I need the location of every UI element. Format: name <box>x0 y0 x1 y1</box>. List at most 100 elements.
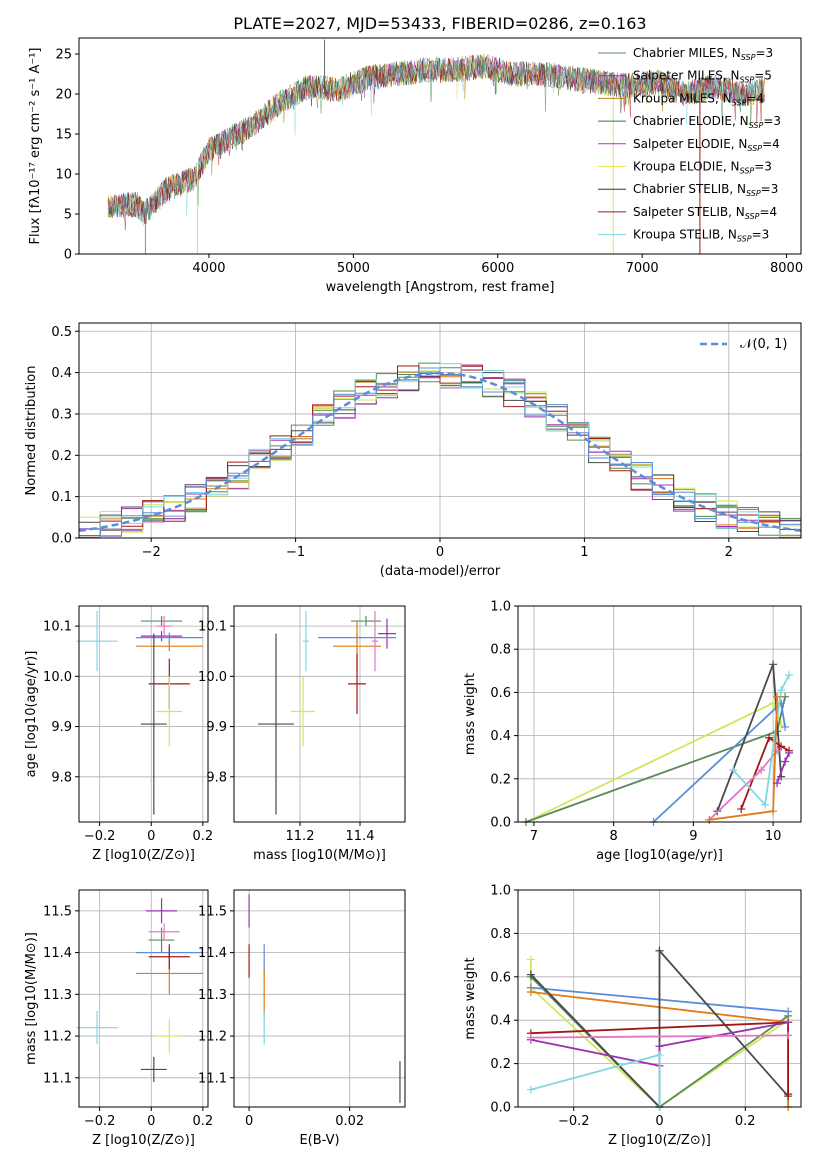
y-tick-label: 0.2 <box>490 772 511 787</box>
weight-marker <box>781 722 790 731</box>
spectrum-line <box>107 53 765 226</box>
x-tick-label: 9 <box>689 829 697 844</box>
y-tick-label: 0.3 <box>51 407 72 422</box>
axes-frame <box>517 889 802 1108</box>
x-axis-label: Z [log10(Z/Z⊙)] <box>92 1133 195 1148</box>
panel-mass-vs-Z: −0.2 0 0.2 11.1 11.2 11.3 11.4 11.5 Z [log10(Z/Z… <box>24 889 213 1148</box>
panel-weight-vs-age: 7 8 9 10 0.0 0.2 0.4 0.6 0.8 1.0 age [log10(age/yr… <box>463 600 802 863</box>
y-tick-label: 5 <box>64 208 72 223</box>
y-tick-label: 11.2 <box>198 1030 227 1045</box>
weight-marker <box>784 1031 793 1040</box>
legend-label: Chabrier STELIB, NSSP=3 <box>633 182 778 198</box>
y-tick-label: 11.3 <box>198 988 227 1003</box>
y-tick-label: 0.0 <box>51 532 72 547</box>
weight-marker <box>705 815 714 824</box>
x-tick-label: 8 <box>610 829 618 844</box>
y-tick-label: 0.6 <box>490 686 511 701</box>
x-tick-label: 5000 <box>337 261 370 276</box>
weight-marker <box>526 955 535 964</box>
x-tick-label: 0 <box>245 1114 253 1129</box>
legend-label: Kroupa MILES, NSSP=4 <box>633 91 764 107</box>
x-tick-label: 0.02 <box>335 1114 364 1129</box>
y-tick-label: 11.3 <box>43 988 72 1003</box>
weight-marker <box>526 970 535 979</box>
y-tick-label: 11.1 <box>198 1071 227 1086</box>
y-axis-label: Flux [fλ10⁻¹⁷ erg cm⁻² s⁻¹ A⁻¹] <box>28 48 43 245</box>
weight-marker <box>769 807 778 816</box>
x-tick-label: −0.2 <box>84 829 116 844</box>
y-tick-label: 0.8 <box>490 643 511 658</box>
x-tick-label: 0.2 <box>735 1114 756 1129</box>
y-axis-label: Normed distribution <box>24 366 39 496</box>
legend-label: 𝒩(0, 1) <box>740 337 787 352</box>
axes-frame <box>78 605 209 823</box>
gaussian-curve <box>78 371 802 533</box>
x-axis-label: mass [log10(M/M⊙)] <box>253 848 386 863</box>
x-tick-label: 4000 <box>192 261 225 276</box>
weight-marker <box>765 733 774 742</box>
y-tick-label: 0.4 <box>490 1014 511 1029</box>
panel-residual-histogram: −2 −1 0 1 2 0.0 0.1 0.2 0.3 0.4 0.5 (data-model)/er… <box>24 322 802 579</box>
y-tick-label: 10.0 <box>198 670 227 685</box>
y-tick-label: 0.0 <box>490 1101 511 1116</box>
axes-frame <box>78 889 209 1108</box>
x-tick-label: 7 <box>530 829 538 844</box>
axes-frame <box>78 322 802 539</box>
x-tick-label: 0 <box>147 1114 155 1129</box>
y-tick-label: 11.5 <box>198 904 227 919</box>
x-axis-label: wavelength [Angstrom, rest frame] <box>326 280 555 295</box>
x-axis-label: (data-model)/error <box>380 564 501 579</box>
weight-marker <box>773 779 782 788</box>
x-tick-label: 8000 <box>770 261 803 276</box>
y-tick-label: 11.1 <box>43 1071 72 1086</box>
weight-marker <box>781 692 790 701</box>
x-tick-label: −1 <box>286 545 305 560</box>
x-tick-label: 6000 <box>481 261 514 276</box>
x-tick-label: −2 <box>142 545 161 560</box>
weight-marker <box>655 946 664 955</box>
x-tick-label: 1 <box>580 545 588 560</box>
x-axis-label: Z [log10(Z/Z⊙)] <box>608 1133 711 1148</box>
y-tick-label: 0.6 <box>490 970 511 985</box>
spectrum-line <box>107 54 765 224</box>
y-tick-label: 15 <box>55 128 72 143</box>
weight-marker <box>761 800 770 809</box>
y-tick-label: 0.2 <box>490 1057 511 1072</box>
y-tick-label: 0.5 <box>51 325 72 340</box>
x-tick-label: 0 <box>655 1114 663 1129</box>
y-tick-label: 10.1 <box>198 620 227 635</box>
weight-marker <box>526 1033 535 1042</box>
y-tick-label: 11.4 <box>198 946 227 961</box>
x-axis-label: Z [log10(Z/Z⊙)] <box>92 848 195 863</box>
y-tick-label: 9.9 <box>51 720 72 735</box>
legend-label: Salpeter MILES, NSSP=5 <box>633 69 772 85</box>
spectrum-line <box>107 55 765 231</box>
legend-label: Kroupa ELODIE, NSSP=3 <box>633 160 772 176</box>
y-tick-label: 0.0 <box>490 816 511 831</box>
y-tick-label: 9.8 <box>206 770 227 785</box>
y-tick-label: 25 <box>55 48 72 63</box>
y-tick-label: 10.0 <box>43 670 72 685</box>
weight-marker <box>784 1018 793 1027</box>
y-axis-label: mass weight <box>463 673 478 755</box>
weight-marker <box>785 671 794 680</box>
figure-title: PLATE=2027, MJD=53433, FIBERID=0286, z=0… <box>233 14 646 33</box>
panel-weight-vs-Z: −0.2 0 0.2 0.0 0.2 0.4 0.6 0.8 1.0 Z [log10(Z/Z⊙)… <box>463 884 802 1148</box>
axes-frame <box>78 37 802 255</box>
x-tick-label: −0.2 <box>84 1114 116 1129</box>
x-tick-label: 11.4 <box>346 829 375 844</box>
x-axis-label: E(B-V) <box>299 1133 339 1148</box>
y-tick-label: 0.4 <box>490 729 511 744</box>
weight-marker <box>526 1085 535 1094</box>
weight-marker <box>785 748 794 757</box>
legend-label: Salpeter ELODIE, NSSP=4 <box>633 137 780 153</box>
y-tick-label: 11.2 <box>43 1030 72 1045</box>
y-tick-label: 10.1 <box>43 620 72 635</box>
x-tick-label: 10 <box>765 829 782 844</box>
y-tick-label: 1.0 <box>490 600 511 615</box>
weight-marker <box>773 692 782 701</box>
weight-marker <box>784 1007 793 1016</box>
axes-frame <box>233 889 406 1108</box>
x-axis-label: age [log10(age/yr)] <box>596 848 723 863</box>
y-tick-label: 0.2 <box>51 449 72 464</box>
